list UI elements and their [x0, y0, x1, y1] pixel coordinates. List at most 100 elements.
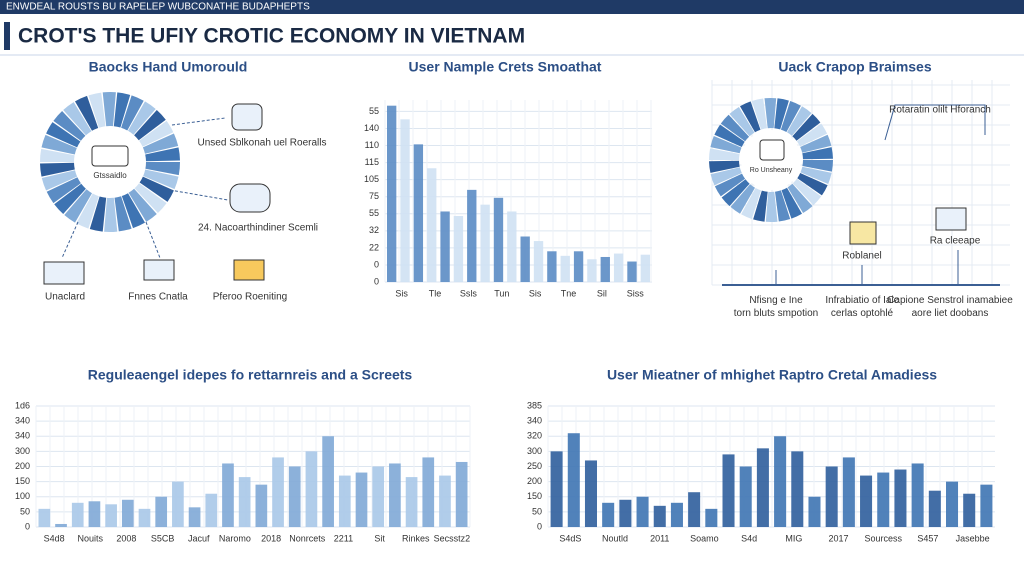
- y-tick-label: 150: [527, 491, 542, 501]
- donut-segment: [75, 95, 99, 131]
- y-tick-label: 340: [15, 416, 30, 426]
- donut-segment: [134, 110, 166, 141]
- y-tick-label: 340: [527, 416, 542, 426]
- x-tick-label: Secsstz2: [434, 533, 471, 543]
- donut-segment: [143, 169, 179, 190]
- donut-segment: [114, 196, 132, 232]
- x-tick-label: MIG: [785, 533, 802, 543]
- bar: [946, 481, 959, 527]
- donut-segment: [730, 184, 755, 214]
- y-tick-label: 55: [369, 106, 379, 116]
- bar: [705, 508, 718, 527]
- bar: [387, 105, 397, 282]
- bar: [38, 508, 51, 527]
- donut-segment: [121, 95, 144, 131]
- bar: [653, 505, 666, 527]
- panel-title: Baocks Hand Umorould: [89, 59, 248, 75]
- bar: [560, 255, 570, 282]
- bar: [238, 477, 251, 527]
- callout-box: [884, 104, 986, 141]
- bar: [573, 251, 584, 282]
- x-tick-label: Sit: [374, 533, 385, 543]
- donut-segment: [802, 160, 833, 172]
- donut-segment: [121, 193, 145, 229]
- bar: [963, 493, 976, 527]
- donut-segment: [780, 101, 801, 132]
- x-tick-label: Jacuf: [188, 533, 210, 543]
- bar: [372, 466, 385, 527]
- x-tick-label: Sis: [395, 288, 408, 298]
- bar: [71, 502, 84, 527]
- bar: [440, 211, 450, 282]
- x-tick-label: Sil: [597, 288, 607, 298]
- donut-segment: [796, 123, 828, 147]
- y-tick-label: 115: [365, 157, 379, 167]
- y-tick-label: 140: [364, 123, 379, 133]
- y-tick-label: 320: [527, 431, 542, 441]
- donut-segment: [740, 101, 761, 133]
- bar: [627, 261, 637, 282]
- donut-segment: [774, 98, 789, 130]
- icon: [849, 221, 877, 245]
- donut-segment: [792, 178, 822, 206]
- icon: [229, 183, 271, 213]
- x-tick-label: 2211: [334, 533, 353, 543]
- donut-segment: [714, 173, 746, 197]
- donut-segment: [710, 167, 742, 186]
- donut-segment: [787, 106, 812, 136]
- bar: [455, 461, 468, 527]
- icon: [233, 259, 265, 281]
- bar: [670, 502, 683, 527]
- page-title: CROT'S THE UFIY CROTIC ECONOMY IN VIETNA…: [18, 25, 525, 48]
- bar: [338, 475, 351, 527]
- donut-segment: [53, 111, 86, 141]
- bar: [439, 475, 451, 527]
- x-tick-label: 2011: [650, 533, 669, 543]
- donut-segment: [139, 120, 174, 147]
- icon: [91, 145, 129, 167]
- bar: [640, 254, 650, 282]
- donut-segment: [721, 179, 750, 207]
- y-tick-label: 200: [15, 461, 30, 471]
- donut-segment: [775, 190, 791, 222]
- bar: [842, 457, 855, 527]
- y-tick-label: 1d6: [15, 400, 30, 410]
- donut-segment: [729, 107, 755, 137]
- node-label: Unaclard: [45, 292, 85, 303]
- bar: [877, 472, 890, 527]
- bar: [584, 460, 597, 527]
- icon: [759, 139, 785, 161]
- note: Capione Senstrol inamabiee aore liet doob…: [887, 295, 1013, 319]
- y-tick-label: 0: [374, 276, 379, 286]
- donut-segment: [128, 101, 156, 135]
- icon: [231, 103, 263, 131]
- bar: [636, 496, 649, 527]
- header-bar: [0, 0, 1024, 14]
- bar: [55, 523, 67, 527]
- y-tick-label: 300: [527, 446, 542, 456]
- donut-segment: [765, 191, 778, 223]
- header: ENWDEAL ROUSTS BU RAPELEP WUBCONATHE BUD…: [6, 2, 310, 13]
- x-tick-label: S4dS: [559, 533, 581, 543]
- y-tick-label: 105: [364, 174, 379, 184]
- x-tick-label: Naromo: [219, 533, 251, 543]
- x-tick-label: Nouits: [77, 533, 103, 543]
- node-label: Ra cleeape: [930, 236, 981, 247]
- donut-segment: [764, 97, 777, 129]
- bar: [825, 466, 838, 527]
- donut-segment: [41, 170, 78, 191]
- bar: [427, 168, 437, 282]
- y-tick-label: 32: [369, 225, 379, 235]
- donut-segment: [800, 166, 832, 184]
- donut-segment: [710, 136, 742, 154]
- note: Nfisng e Ine torn bluts smpotion: [734, 295, 819, 319]
- y-tick-label: 50: [20, 506, 30, 516]
- donut-segment: [145, 147, 180, 162]
- bar: [894, 469, 907, 527]
- y-tick-label: 340: [15, 431, 30, 441]
- node-label: Pferoo Roeniting: [213, 292, 288, 303]
- x-tick-label: Sourcess: [864, 533, 902, 543]
- node-label: Roblanel: [842, 251, 881, 262]
- bar: [619, 499, 632, 527]
